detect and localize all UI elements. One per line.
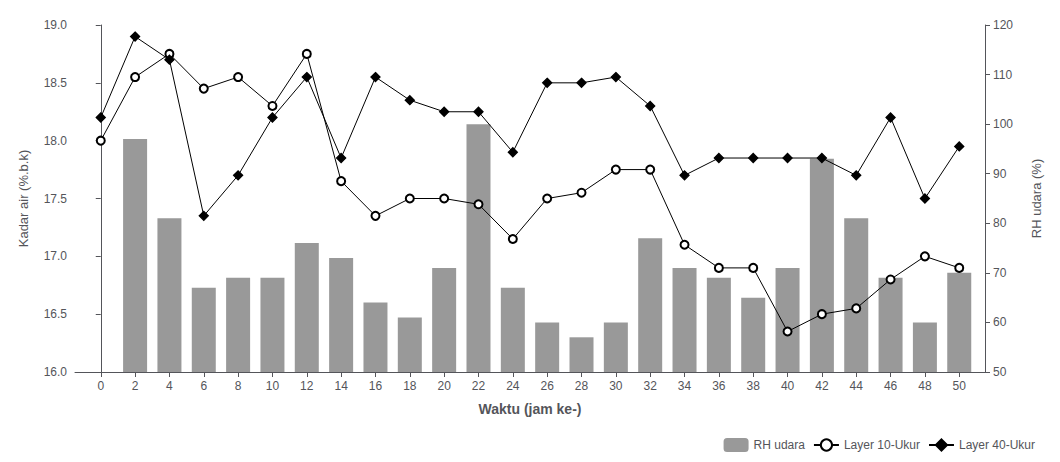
svg-text:48: 48: [918, 379, 932, 393]
svg-text:80: 80: [993, 216, 1007, 230]
svg-text:34: 34: [678, 379, 692, 393]
svg-text:50: 50: [993, 365, 1007, 379]
svg-text:16: 16: [369, 379, 383, 393]
svg-text:17.5: 17.5: [44, 192, 68, 206]
svg-text:12: 12: [300, 379, 314, 393]
svg-text:38: 38: [747, 379, 761, 393]
svg-text:70: 70: [993, 266, 1007, 280]
svg-text:18: 18: [403, 379, 417, 393]
svg-text:Layer 10-Ukur: Layer 10-Ukur: [844, 438, 920, 452]
svg-text:100: 100: [993, 117, 1013, 131]
svg-text:22: 22: [472, 379, 486, 393]
svg-text:2: 2: [132, 379, 139, 393]
svg-text:19.0: 19.0: [44, 18, 68, 32]
svg-text:32: 32: [644, 379, 658, 393]
svg-text:Waktu (jam ke-): Waktu (jam ke-): [479, 401, 582, 417]
svg-text:4: 4: [166, 379, 173, 393]
svg-text:17.0: 17.0: [44, 249, 68, 263]
svg-text:24: 24: [506, 379, 520, 393]
svg-text:44: 44: [850, 379, 864, 393]
svg-text:28: 28: [575, 379, 589, 393]
svg-text:Kadar air (%.b.k): Kadar air (%.b.k): [16, 150, 31, 248]
svg-text:16.0: 16.0: [44, 365, 68, 379]
svg-text:RH udara (%): RH udara (%): [1029, 159, 1044, 238]
svg-text:18.0: 18.0: [44, 134, 68, 148]
svg-text:40: 40: [781, 379, 795, 393]
svg-text:6: 6: [200, 379, 207, 393]
svg-text:120: 120: [993, 18, 1013, 32]
svg-text:60: 60: [993, 315, 1007, 329]
svg-text:42: 42: [815, 379, 829, 393]
svg-text:8: 8: [235, 379, 242, 393]
svg-text:20: 20: [437, 379, 451, 393]
svg-text:18.5: 18.5: [44, 76, 68, 90]
svg-text:26: 26: [540, 379, 554, 393]
svg-text:50: 50: [953, 379, 967, 393]
svg-text:110: 110: [993, 68, 1012, 82]
svg-text:30: 30: [609, 379, 623, 393]
svg-text:14: 14: [334, 379, 348, 393]
svg-text:16.5: 16.5: [44, 307, 68, 321]
svg-text:36: 36: [712, 379, 726, 393]
svg-text:10: 10: [266, 379, 280, 393]
svg-text:RH udara: RH udara: [754, 438, 806, 452]
svg-text:46: 46: [884, 379, 898, 393]
svg-text:90: 90: [993, 167, 1007, 181]
svg-text:Layer 40-Ukur: Layer 40-Ukur: [959, 438, 1035, 452]
svg-text:0: 0: [97, 379, 104, 393]
